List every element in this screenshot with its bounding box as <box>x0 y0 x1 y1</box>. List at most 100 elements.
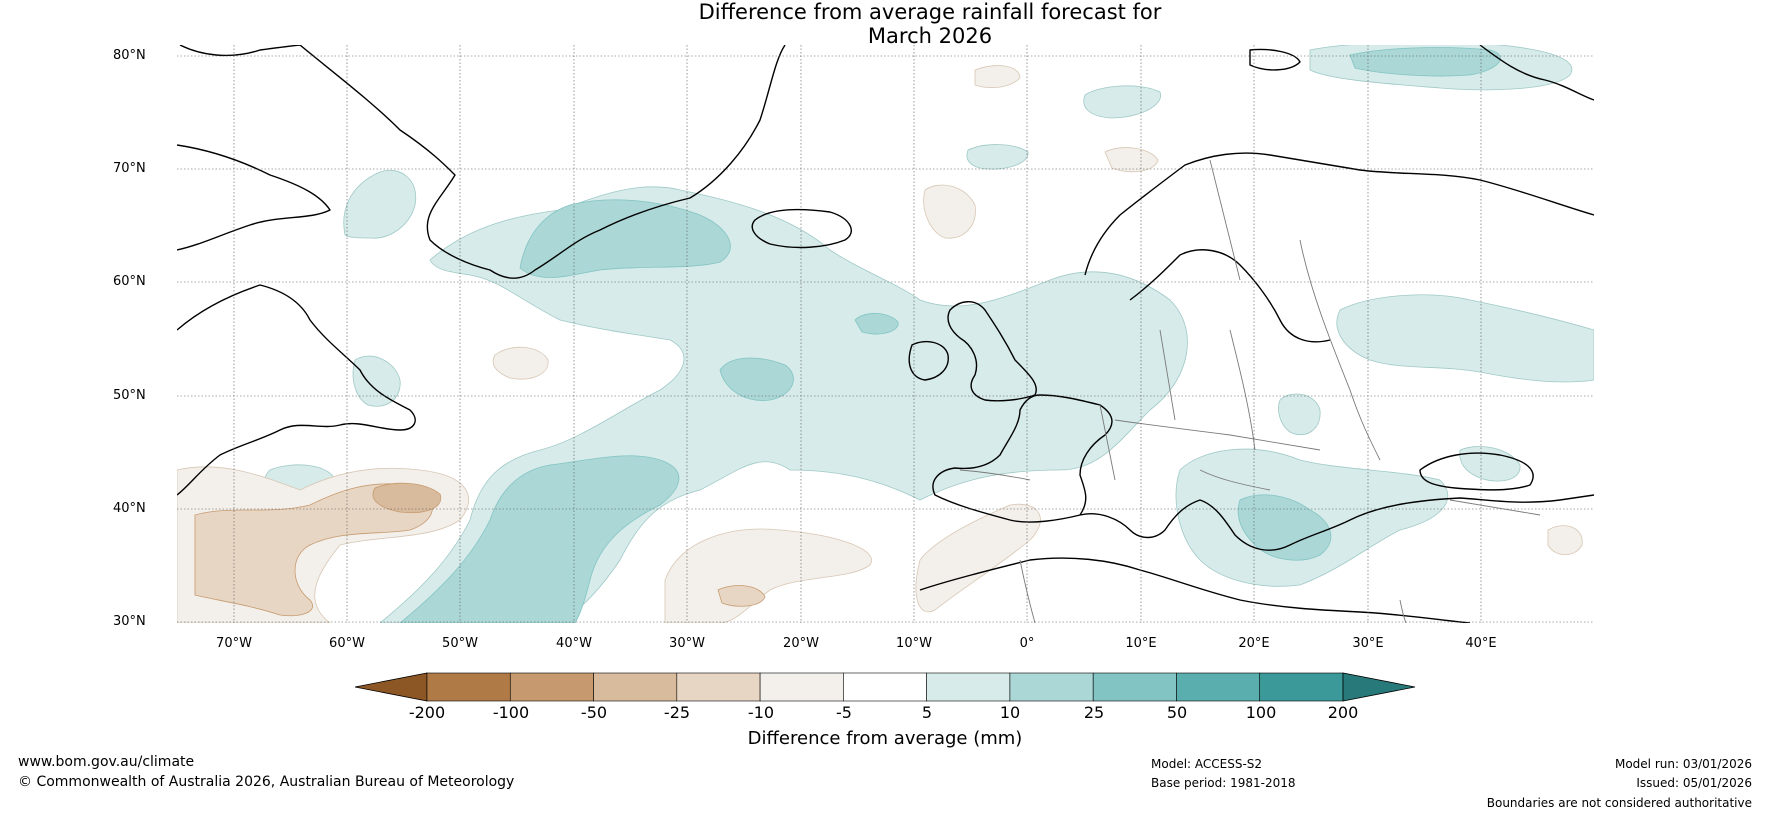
barents-wet <box>1083 85 1161 119</box>
colorbar-extend-low <box>354 672 428 702</box>
black-sea-coast <box>1419 452 1534 491</box>
lon-label-10e: 10°E <box>1125 636 1157 651</box>
colorbar-segment <box>843 672 927 702</box>
title-line-1: Difference from average rainfall forecas… <box>698 0 1162 24</box>
azores-dry <box>492 346 549 380</box>
norway-sea-dry <box>1104 147 1159 173</box>
cbar-tick-label: -25 <box>663 703 691 722</box>
cbar-tick-label: 200 <box>1327 703 1359 722</box>
arctic-wet-core <box>1349 47 1501 77</box>
anomaly-regions <box>177 45 1594 623</box>
border-north-africa <box>1019 559 1036 623</box>
lon-label-60w: 60°W <box>329 636 365 651</box>
cbar-tick-label: 50 <box>1166 703 1188 722</box>
model-name: Model: ACCESS-S2 <box>1151 757 1263 771</box>
colorbar-segment <box>1176 672 1261 702</box>
lat-label-80n: 80°N <box>113 48 146 63</box>
baltic-coast <box>1129 249 1331 343</box>
lat-label-70n: 70°N <box>113 161 146 176</box>
lat-label-60n: 60°N <box>113 274 146 289</box>
source-link[interactable]: www.bom.gov.au/climate <box>18 754 195 770</box>
north-africa-coast <box>919 557 1471 623</box>
russia-wet <box>1336 294 1594 383</box>
north-atlantic-wet-core <box>719 357 794 401</box>
base-period: Base period: 1981-2018 <box>1151 776 1296 790</box>
border-central-europe <box>1114 419 1321 451</box>
border-libya-egypt <box>1399 599 1407 623</box>
norwegian-sea-wet <box>966 144 1029 170</box>
lon-label-10w: 10°W <box>896 636 932 651</box>
us-east-dry-mid <box>194 483 433 617</box>
iceland-coast <box>751 208 852 249</box>
lon-label-20w: 20°W <box>783 636 819 651</box>
lon-label-40e: 40°E <box>1465 636 1497 651</box>
country-borders <box>959 159 1541 623</box>
iceland-east-dry <box>923 184 976 239</box>
cbar-tick-label: 10 <box>999 703 1021 722</box>
caspian-dry <box>1547 525 1583 556</box>
disclaimer: Boundaries are not considered authoritat… <box>1486 796 1752 810</box>
colorbar-label: Difference from average (mm) <box>747 728 1023 749</box>
cbar-tick-label: -5 <box>836 703 852 722</box>
cbar-tick-label: -10 <box>747 703 775 722</box>
colorbar-segment <box>1259 672 1344 702</box>
model-run: Model run: 03/01/2026 <box>1614 757 1752 771</box>
newfoundland-wet <box>352 355 401 407</box>
novaya-zemlya-coast <box>1479 45 1594 101</box>
border-eastern-europe <box>1229 329 1256 451</box>
colorbar-segment <box>759 672 844 702</box>
arctic-dry <box>974 65 1021 89</box>
issued-date: Issued: 05/01/2026 <box>1636 776 1752 790</box>
lon-label-30e: 30°E <box>1352 636 1384 651</box>
canada-arctic-coast <box>177 144 331 251</box>
colorbar-segment <box>426 672 511 702</box>
lon-label-20e: 20°E <box>1238 636 1270 651</box>
lat-label-30n: 30°N <box>113 614 146 629</box>
lon-label-0: 0° <box>1019 636 1035 651</box>
cbar-tick-label: 25 <box>1083 703 1105 722</box>
colorbar-segment <box>676 672 761 702</box>
copyright: © Commonwealth of Australia 2026, Austra… <box>18 774 515 790</box>
border-scandinavia <box>1209 159 1241 281</box>
balkan-wet <box>1278 393 1321 436</box>
great-britain-coast <box>947 301 1037 402</box>
greenland-north-coast <box>179 45 301 57</box>
lon-label-30w: 30°W <box>669 636 705 651</box>
colorbar-extend-high <box>1342 672 1416 702</box>
border-france-germany <box>1099 404 1116 481</box>
mediterranean-north-coast <box>1079 494 1594 551</box>
us-east-dry-core <box>372 482 442 514</box>
greenland-coast <box>299 45 786 279</box>
scandinavia-coast <box>1084 152 1594 276</box>
border-russia-west <box>1299 239 1381 461</box>
cbar-tick-label: 100 <box>1245 703 1277 722</box>
colorbar-segment <box>593 672 678 702</box>
lon-label-70w: 70°W <box>216 636 252 651</box>
cbar-tick-label: -200 <box>408 703 446 722</box>
labrador-coast <box>177 284 416 496</box>
border-germany-poland <box>1159 329 1176 421</box>
iceland-wet-core <box>854 313 899 335</box>
colorbar <box>354 672 1416 702</box>
subtropical-atlantic-wet <box>399 455 680 623</box>
ireland-coast <box>908 340 949 381</box>
lat-label-50n: 50°N <box>113 388 146 403</box>
title-line-2: March 2026 <box>867 24 993 48</box>
cbar-tick-label: -50 <box>580 703 608 722</box>
iberia-dry <box>915 503 1041 613</box>
greenland-sea-wet <box>343 170 417 239</box>
lon-label-50w: 50°W <box>442 636 478 651</box>
map-title: Difference from average rainfall forecas… <box>0 0 1770 48</box>
greenland-south-wet <box>519 199 731 278</box>
lat-label-40n: 40°N <box>113 501 146 516</box>
western-europe-coast <box>932 394 1113 523</box>
colorbar-segment <box>1092 672 1177 702</box>
greece-wet-core <box>1237 494 1332 561</box>
colorbar-segment <box>1009 672 1094 702</box>
border-spain-france <box>959 469 1031 481</box>
cbar-tick-label: 5 <box>921 703 933 722</box>
cbar-tick-label: -100 <box>492 703 530 722</box>
colorbar-segment <box>926 672 1011 702</box>
border-turkey <box>1449 499 1541 516</box>
